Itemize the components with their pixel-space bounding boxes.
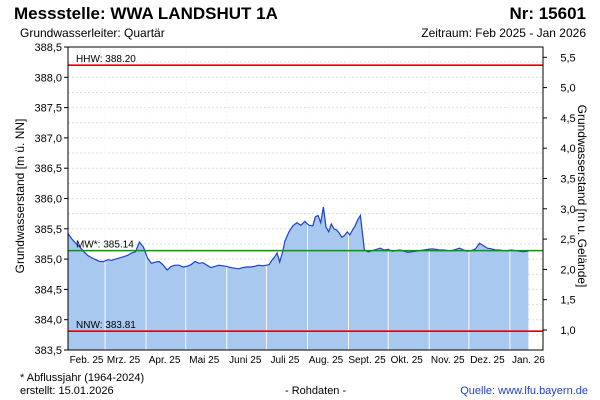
y-tick-label: 386,0 (34, 194, 62, 206)
time-period: Zeitraum: Feb 2025 - Jan 2026 (421, 26, 586, 40)
x-tick-label: Juli 25 (271, 355, 300, 366)
x-tick-label: Mai 25 (189, 355, 219, 366)
y-tick-label: 385,5 (34, 224, 62, 236)
created-date: erstellt: 15.01.2026 (20, 385, 114, 397)
x-tick-label: Jan. 26 (512, 355, 545, 366)
y-tick-label: 388,5 (34, 42, 62, 54)
series-area (68, 207, 529, 350)
chart-title: Messstelle: WWA LANDSHUT 1A (14, 4, 278, 23)
y-right-tick-label: 1,5 (560, 295, 575, 307)
x-tick-label: Aug. 25 (309, 355, 344, 366)
y-right-tick-label: 2,0 (560, 264, 575, 276)
y-tick-label: 385,0 (34, 254, 62, 266)
station-number: Nr: 15601 (509, 4, 586, 23)
mw-label: MW*: 385.14 (76, 240, 134, 251)
y-right-tick-label: 4,5 (560, 113, 575, 125)
y-right-tick-label: 5,0 (560, 83, 575, 95)
y-tick-label: 387,0 (34, 133, 62, 145)
y-tick-label: 387,5 (34, 103, 62, 115)
y-tick-label: 384,0 (34, 315, 62, 327)
y-tick-label: 388,0 (34, 72, 62, 84)
aquifer-subtitle: Grundwasserleiter: Quartär (20, 26, 165, 40)
y-right-tick-label: 5,5 (560, 52, 575, 64)
y-tick-label: 384,5 (34, 284, 62, 296)
x-tick-label: Feb. 25 (70, 355, 104, 366)
y-right-tick-label: 2,5 (560, 234, 575, 246)
nnw-label: NNW: 383.81 (76, 320, 136, 331)
y-tick-label: 383,5 (34, 345, 62, 357)
y-right-tick-label: 3,0 (560, 204, 575, 216)
hhw-label: HHW: 388.20 (76, 54, 136, 65)
y-right-tick-label: 4,0 (560, 143, 575, 155)
footnote: * Abflussjahr (1964-2024) (20, 372, 145, 384)
x-tick-label: Nov. 25 (431, 355, 465, 366)
raw-data-note: - Rohdaten - (285, 385, 347, 397)
y-axis-label-right: Grundwasserstand [m u. Gelände] (575, 104, 589, 288)
x-tick-label: Juni 25 (229, 355, 262, 366)
x-tick-label: Okt. 25 (391, 355, 424, 366)
y-axis-label-left: Grundwasserstand [m ü. NN] (13, 118, 27, 274)
y-right-tick-label: 3,5 (560, 174, 575, 186)
y-tick-label: 386,5 (34, 163, 62, 175)
x-tick-label: Sept. 25 (348, 355, 386, 366)
source-link[interactable]: Quelle: www.lfu.bayern.de (460, 385, 588, 397)
x-tick-label: Mrz. 25 (107, 355, 141, 366)
x-tick-label: Dez. 25 (470, 355, 505, 366)
y-right-tick-label: 1,0 (560, 325, 575, 337)
x-tick-label: Apr. 25 (149, 355, 181, 366)
